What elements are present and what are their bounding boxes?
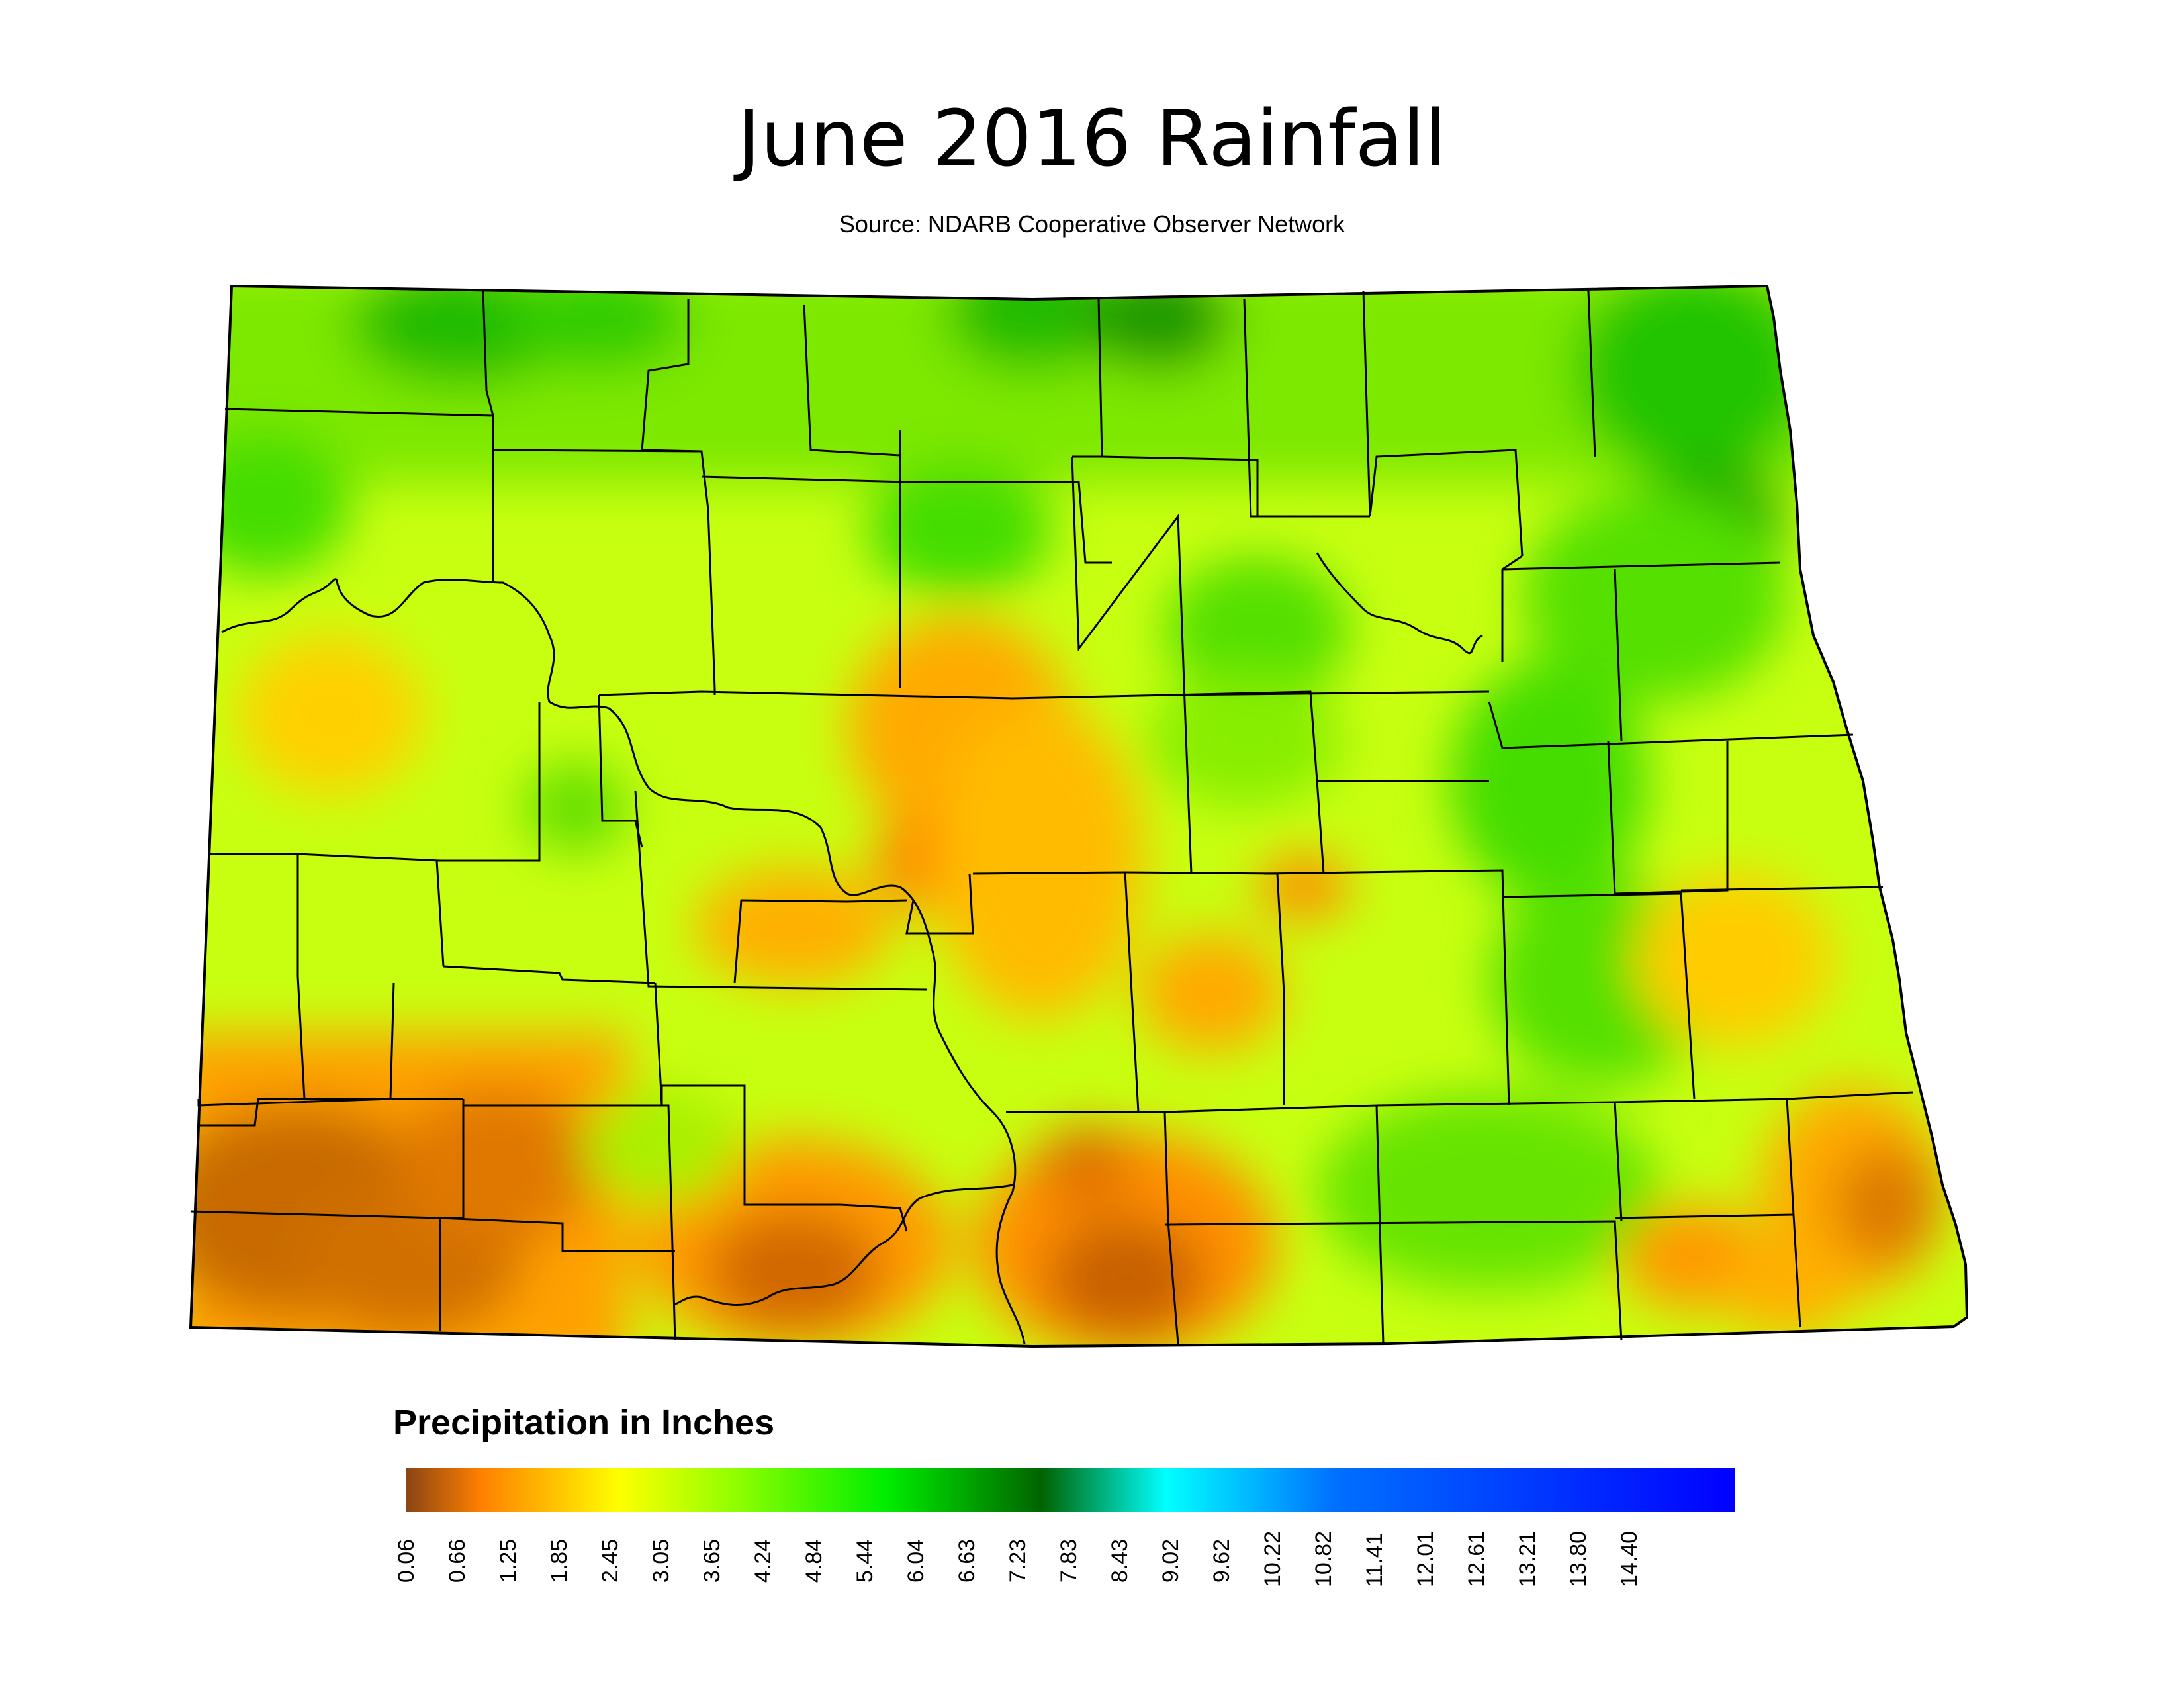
legend-tick-label: 0.06 (394, 1538, 419, 1583)
legend-tick-label: 10.82 (1311, 1530, 1336, 1587)
legend-tick-label: 5.44 (852, 1538, 878, 1583)
legend-tick-label: 0.66 (445, 1538, 470, 1583)
legend-tick-label: 9.62 (1209, 1538, 1234, 1583)
legend-tick-label: 12.61 (1464, 1530, 1489, 1587)
legend-tick-label: 8.43 (1107, 1538, 1132, 1583)
legend-tick-label: 10.22 (1260, 1530, 1285, 1587)
county-boundaries (189, 284, 1969, 1348)
legend-tick-label: 4.24 (751, 1538, 776, 1583)
legend-tick-label: 3.65 (700, 1538, 725, 1583)
legend-tick-label: 7.83 (1056, 1538, 1081, 1583)
legend-title: Precipitation in Inches (393, 1403, 775, 1442)
map-title: June 2016 Rainfall (737, 93, 1447, 184)
legend-tick-label: 6.04 (903, 1538, 929, 1583)
legend-tick-label: 11.41 (1362, 1532, 1387, 1587)
legend-tick-label: 13.80 (1566, 1530, 1591, 1587)
legend-tick-label: 12.01 (1413, 1530, 1438, 1587)
precipitation-field (191, 286, 1967, 1346)
legend-tick-label: 9.02 (1158, 1538, 1183, 1583)
legend-color-bar (406, 1468, 1735, 1512)
legend-tick-label: 2.45 (598, 1538, 623, 1583)
legend-tick-label: 1.25 (496, 1538, 521, 1583)
map-subtitle: Source: NDARB Cooperative Observer Netwo… (839, 211, 1345, 238)
legend-tick-label: 13.21 (1515, 1530, 1540, 1587)
legend-tick-label: 14.40 (1617, 1530, 1642, 1587)
legend-tick-label: 3.05 (649, 1538, 674, 1583)
legend-tick-label: 4.84 (801, 1538, 827, 1583)
legend-tick-label: 7.23 (1005, 1538, 1030, 1583)
legend-tick-label: 6.63 (954, 1538, 979, 1583)
legend-tick-label: 1.85 (547, 1538, 572, 1583)
